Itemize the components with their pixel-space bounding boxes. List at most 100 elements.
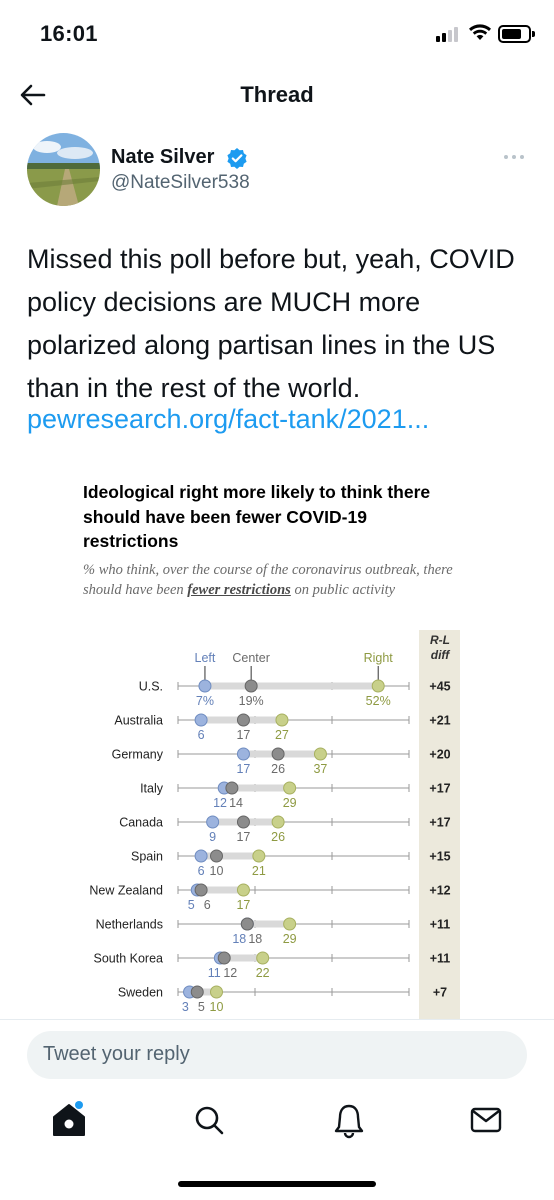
center-value-label: 6 [204, 898, 211, 912]
left-value-label: 6 [198, 728, 205, 742]
diff-value: +21 [429, 714, 450, 728]
left-dot [236, 747, 250, 761]
center-dot [244, 679, 258, 693]
diff-value: +17 [429, 782, 450, 796]
right-value-label: 29 [283, 796, 297, 810]
center-dot [236, 713, 250, 727]
tab-bar [0, 1090, 554, 1160]
reply-placeholder: Tweet your reply [43, 1043, 190, 1065]
category-label: Canada [119, 816, 163, 830]
chart-subtitle-before: % who think, over the course of the coro… [83, 562, 453, 598]
home-indicator [178, 1181, 376, 1187]
diff-value: +45 [429, 680, 450, 694]
wifi-icon [469, 24, 491, 40]
back-arrow-icon[interactable] [18, 80, 48, 110]
right-dot [256, 951, 270, 965]
right-dot [283, 781, 297, 795]
verified-badge-icon [227, 148, 247, 169]
author-name[interactable]: Nate Silver [111, 146, 215, 168]
right-value-label: 27 [275, 728, 289, 742]
author-handle[interactable]: @NateSilver538 [111, 172, 250, 193]
range-bar [220, 954, 263, 962]
center-dot [217, 951, 231, 965]
notifications-icon[interactable] [329, 1100, 369, 1140]
right-dot [271, 815, 285, 829]
right-dot [313, 747, 327, 761]
reply-divider [0, 1019, 554, 1020]
category-label: Australia [114, 714, 163, 728]
chart-image[interactable]: Ideological right more likely to think t… [60, 466, 474, 1020]
left-value-label: 6 [198, 864, 205, 878]
left-dot [198, 679, 212, 693]
diff-header-line-1: R-L [430, 633, 450, 647]
left-dot [194, 713, 208, 727]
right-dot [283, 917, 297, 931]
center-value-label: 18 [248, 932, 262, 946]
diff-value: +17 [429, 816, 450, 830]
center-dot [225, 781, 239, 795]
search-icon[interactable] [189, 1100, 229, 1140]
category-label: Spain [131, 850, 163, 864]
thread-header: Thread [0, 64, 554, 124]
avatar[interactable] [27, 133, 100, 206]
right-value-label: 37 [313, 762, 327, 776]
center-dot [194, 883, 208, 897]
center-dot [271, 747, 285, 761]
left-value-label: 18 [232, 932, 246, 946]
center-value-label: 5 [198, 1000, 205, 1014]
messages-icon[interactable] [466, 1100, 506, 1140]
right-dot [236, 883, 250, 897]
signal-icon [436, 26, 462, 42]
category-label: South Korea [94, 952, 164, 966]
left-value-label: 9 [209, 830, 216, 844]
diff-value: +11 [430, 952, 451, 966]
range-bar [224, 784, 290, 792]
legend-left: Left [195, 651, 216, 665]
right-value-label: 52% [366, 694, 391, 708]
left-value-label: 12 [213, 796, 227, 810]
reply-input[interactable]: Tweet your reply [27, 1031, 527, 1079]
chart-subtitle-after: on public activity [290, 582, 396, 598]
center-value-label: 17 [236, 728, 250, 742]
center-value-label: 10 [210, 864, 224, 878]
center-dot [240, 917, 254, 931]
diff-column-background [419, 630, 460, 1020]
left-value-label: 3 [182, 1000, 189, 1014]
right-dot [275, 713, 289, 727]
center-dot [236, 815, 250, 829]
right-value-label: 10 [210, 1000, 224, 1014]
category-label: Netherlands [96, 918, 163, 932]
status-bar: 16:01 [0, 0, 554, 64]
category-label: Italy [140, 782, 164, 796]
category-label: Germany [112, 748, 164, 762]
right-value-label: 17 [236, 898, 250, 912]
right-dot [210, 985, 223, 999]
center-value-label: 19% [239, 694, 264, 708]
center-value-label: 26 [271, 762, 285, 776]
diff-value: +12 [429, 884, 450, 898]
range-bar [247, 920, 290, 928]
left-dot [206, 815, 220, 829]
diff-header-line-2: diff [431, 648, 450, 662]
range-bar [201, 852, 259, 860]
diff-value: +11 [430, 918, 451, 932]
center-value-label: 17 [236, 830, 250, 844]
chart-subtitle-emphasis: fewer restrictions [187, 582, 291, 598]
more-options-icon[interactable] [502, 150, 526, 164]
right-value-label: 21 [252, 864, 266, 878]
status-time: 16:01 [40, 21, 98, 46]
legend-right: Right [364, 651, 394, 665]
battery-icon [498, 25, 531, 43]
left-value-label: 17 [236, 762, 250, 776]
center-value-label: 14 [229, 796, 243, 810]
right-dot [371, 679, 385, 693]
left-value-label: 11 [208, 966, 221, 980]
diff-value: +7 [433, 986, 447, 1000]
left-value-label: 5 [188, 898, 195, 912]
home-icon[interactable] [49, 1100, 89, 1140]
chart-subtitle: % who think, over the course of the coro… [83, 560, 463, 600]
diff-value: +15 [429, 850, 450, 864]
category-label: New Zealand [89, 884, 163, 898]
tweet-link[interactable]: pewresearch.org/fact-tank/2021... [27, 404, 430, 434]
